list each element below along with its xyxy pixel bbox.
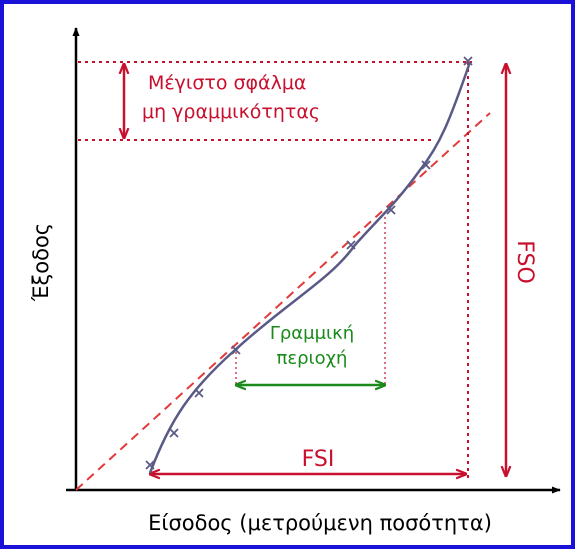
x-axis-label: Είσοδος (μετρούμενη ποσότητα)	[148, 511, 492, 535]
calibration-point	[463, 56, 473, 66]
linear-region-label-line1: Γραμμική	[270, 323, 354, 344]
fsi-label: FSI	[302, 447, 335, 472]
max-error-label-line2: μη γραμμικότητας	[142, 101, 320, 123]
calibration-point	[346, 240, 356, 250]
ideal-linear-line	[75, 112, 491, 491]
calibration-point	[421, 160, 431, 170]
calibration-point	[145, 460, 155, 470]
max-error-label-line1: Μέγιστο σφάλμα	[148, 72, 306, 94]
linear-region-label-line2: περιοχή	[277, 348, 348, 369]
y-axis-label: Έξοδος	[29, 223, 53, 302]
calibration-point	[169, 428, 179, 438]
calibration-point	[231, 345, 241, 355]
calibration-points	[145, 56, 473, 470]
fso-label: FSO	[512, 240, 537, 284]
calibration-point	[386, 205, 396, 215]
calibration-point	[194, 388, 204, 398]
measured-curve	[148, 61, 472, 474]
